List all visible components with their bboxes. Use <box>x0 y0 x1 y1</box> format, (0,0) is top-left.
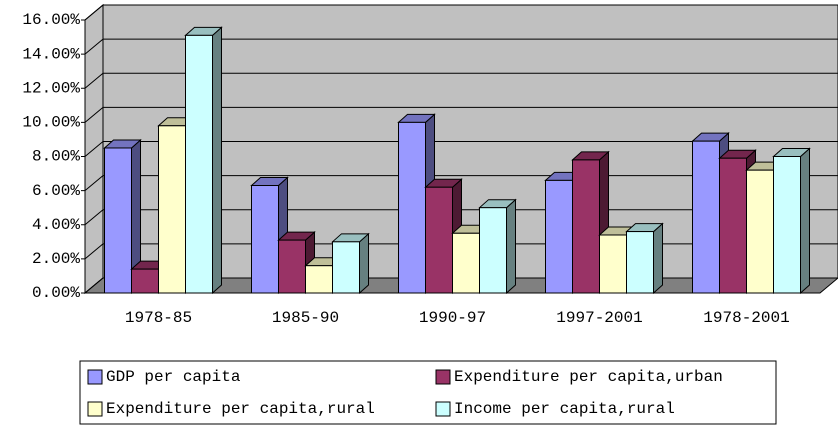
legend-box <box>79 360 777 425</box>
bar <box>251 185 279 294</box>
x-tick-label: 1985-90 <box>272 309 339 327</box>
grid-line <box>84 141 838 157</box>
legend-label: Expenditure per capita,rural <box>106 400 375 418</box>
bar <box>719 157 747 294</box>
legend-label: GDP per capita <box>106 368 241 386</box>
legend-swatch <box>435 401 451 417</box>
y-tick-label: 0.00% <box>32 284 80 302</box>
bar-side <box>212 26 222 295</box>
bar-side <box>653 222 663 295</box>
bar <box>332 241 360 294</box>
legend-swatch <box>87 401 103 417</box>
bar <box>572 159 600 294</box>
bar-side <box>800 147 810 295</box>
bar <box>398 121 426 294</box>
bar <box>692 140 720 294</box>
x-tick-label: 1978-85 <box>125 309 192 327</box>
bar <box>278 239 306 294</box>
bar <box>158 125 186 294</box>
y-tick-label: 12.00% <box>22 79 80 97</box>
legend-swatch <box>87 369 103 385</box>
bar <box>131 268 159 294</box>
legend-label: Expenditure per capita,urban <box>454 368 723 386</box>
bar <box>599 234 627 294</box>
bar <box>545 179 573 294</box>
bar-side <box>359 232 369 295</box>
grid-line <box>84 4 838 21</box>
y-tick-label: 16.00% <box>22 11 80 29</box>
grid-line <box>84 72 838 89</box>
y-tick-label: 10.00% <box>22 114 80 132</box>
bar <box>746 169 774 294</box>
bar <box>452 232 480 294</box>
bar <box>773 156 801 294</box>
x-tick-label: 1978-2001 <box>703 309 789 327</box>
x-tick-label: 1997-2001 <box>556 309 642 327</box>
bar <box>626 231 654 294</box>
y-tick-label: 8.00% <box>32 148 80 166</box>
bar-side <box>506 198 516 295</box>
legend-label: Income per capita,rural <box>454 400 675 418</box>
bar <box>185 34 213 294</box>
bar <box>425 186 453 294</box>
y-tick-label: 14.00% <box>22 45 80 63</box>
x-tick-label: 1990-97 <box>419 309 486 327</box>
y-tick-label: 4.00% <box>32 216 80 234</box>
grid-line <box>84 38 838 55</box>
bar <box>479 207 507 294</box>
bar <box>305 265 333 294</box>
bar <box>104 147 132 294</box>
y-tick-label: 2.00% <box>32 250 80 268</box>
grid-line <box>84 106 838 123</box>
y-tick-label: 6.00% <box>32 182 80 200</box>
legend-swatch <box>435 369 451 385</box>
